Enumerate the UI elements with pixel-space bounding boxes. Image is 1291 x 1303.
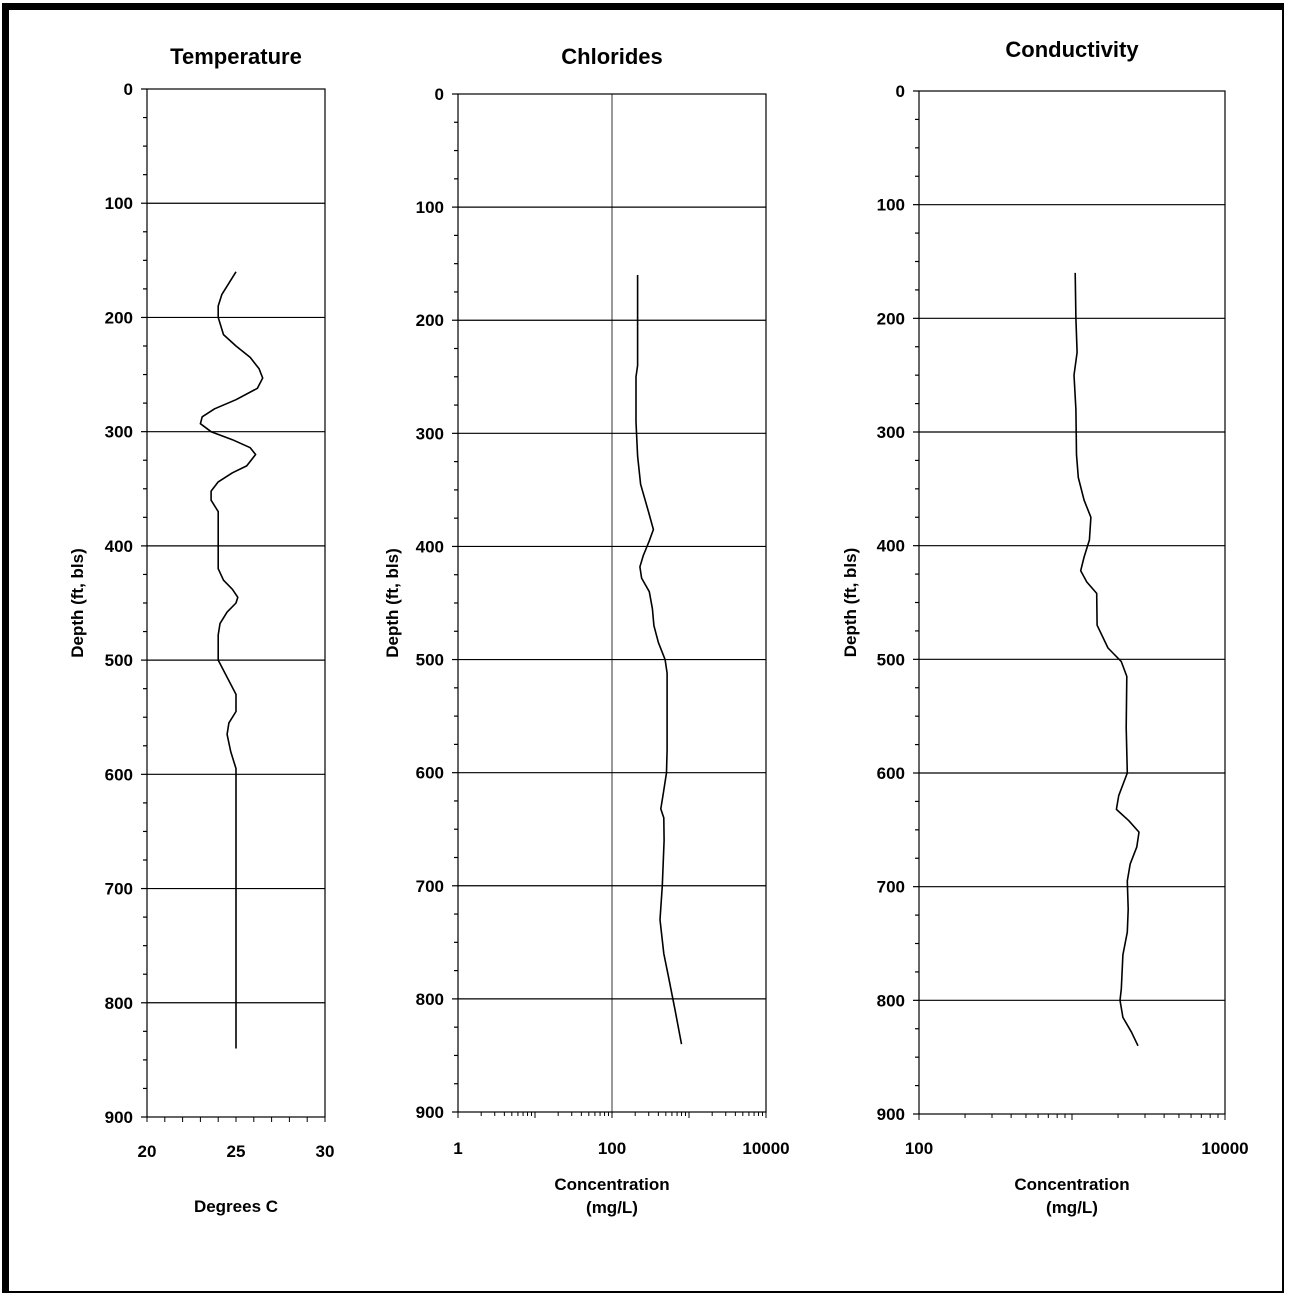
temperature-xaxis-label: Degrees C	[194, 1197, 278, 1216]
conductivity-xaxis-label: Concentration	[1014, 1175, 1129, 1194]
conductivity-plot-area	[918, 90, 1226, 1115]
chlorides-ytick-label: 0	[435, 85, 444, 104]
conductivity-ytick-label: 300	[877, 423, 905, 442]
temperature-yaxis-title: Depth (ft, bls)	[68, 548, 87, 658]
temperature-title: Temperature	[170, 44, 302, 69]
conductivity-ytick-label: 400	[877, 537, 905, 556]
temperature-ytick-label: 900	[105, 1108, 133, 1127]
conductivity-ytick-label: 500	[877, 650, 905, 669]
temperature-ytick-label: 700	[105, 880, 133, 899]
chlorides-ytick-label: 500	[416, 651, 444, 670]
chlorides-ytick-label: 100	[416, 198, 444, 217]
temperature-series-line	[199, 271, 264, 1049]
conductivity-xtick-label: 100	[905, 1139, 933, 1158]
temperature-ytick-label: 800	[105, 994, 133, 1013]
conductivity-ytick-label: 0	[896, 82, 905, 101]
temperature-ytick-label: 600	[105, 765, 133, 784]
conductivity-ytick-label: 200	[877, 309, 905, 328]
temperature-xtick-label: 20	[138, 1142, 157, 1161]
temperature-ytick-label: 500	[105, 651, 133, 670]
conductivity-ytick-label: 900	[877, 1105, 905, 1124]
conductivity-ytick-label: 600	[877, 764, 905, 783]
chlorides-ytick-label: 600	[416, 764, 444, 783]
chlorides-ytick-label: 400	[416, 537, 444, 556]
chlorides-chart: Chlorides 0 100 200 300 400 500 600 700 800 900 1 10…	[383, 44, 790, 1217]
temperature-xtick-label: 30	[316, 1142, 335, 1161]
conductivity-series-line	[1073, 272, 1140, 1047]
conductivity-xtick-label: 10000	[1201, 1139, 1248, 1158]
chlorides-xtick-label: 100	[598, 1139, 626, 1158]
chlorides-ytick-label: 900	[416, 1103, 444, 1122]
chlorides-ytick-label: 300	[416, 424, 444, 443]
conductivity-chart: Conductivity 0 100 200 300 400 500 600 700 800 900…	[841, 37, 1249, 1217]
chlorides-yaxis-title: Depth (ft, bls)	[383, 548, 402, 658]
temperature-xtick-label: 25	[227, 1142, 246, 1161]
temperature-ytick-label: 400	[105, 537, 133, 556]
conductivity-ytick-label: 100	[877, 196, 905, 215]
chlorides-xaxis-label: Concentration	[554, 1175, 669, 1194]
conductivity-ytick-label: 700	[877, 878, 905, 897]
chlorides-xtick-label: 10000	[742, 1139, 789, 1158]
chlorides-ytick-label: 800	[416, 990, 444, 1009]
temperature-ytick-label: 100	[105, 194, 133, 213]
chlorides-ytick-label: 200	[416, 311, 444, 330]
chlorides-series-line	[635, 275, 683, 1045]
temperature-chart: Temperature 0 100 200 300 400 500 600 700 800 900 2…	[68, 44, 334, 1216]
chlorides-ytick-label: 700	[416, 877, 444, 896]
chlorides-xaxis-label: (mg/L)	[586, 1198, 638, 1217]
temperature-ytick-label: 0	[124, 80, 133, 99]
temperature-ytick-label: 200	[105, 308, 133, 327]
conductivity-title: Conductivity	[1005, 37, 1139, 62]
chlorides-title: Chlorides	[561, 44, 662, 69]
chlorides-xtick-label: 1	[453, 1139, 462, 1158]
conductivity-yaxis-title: Depth (ft, bls)	[841, 548, 860, 658]
conductivity-ytick-label: 800	[877, 991, 905, 1010]
conductivity-xaxis-label: (mg/L)	[1046, 1198, 1098, 1217]
temperature-ytick-label: 300	[105, 423, 133, 442]
